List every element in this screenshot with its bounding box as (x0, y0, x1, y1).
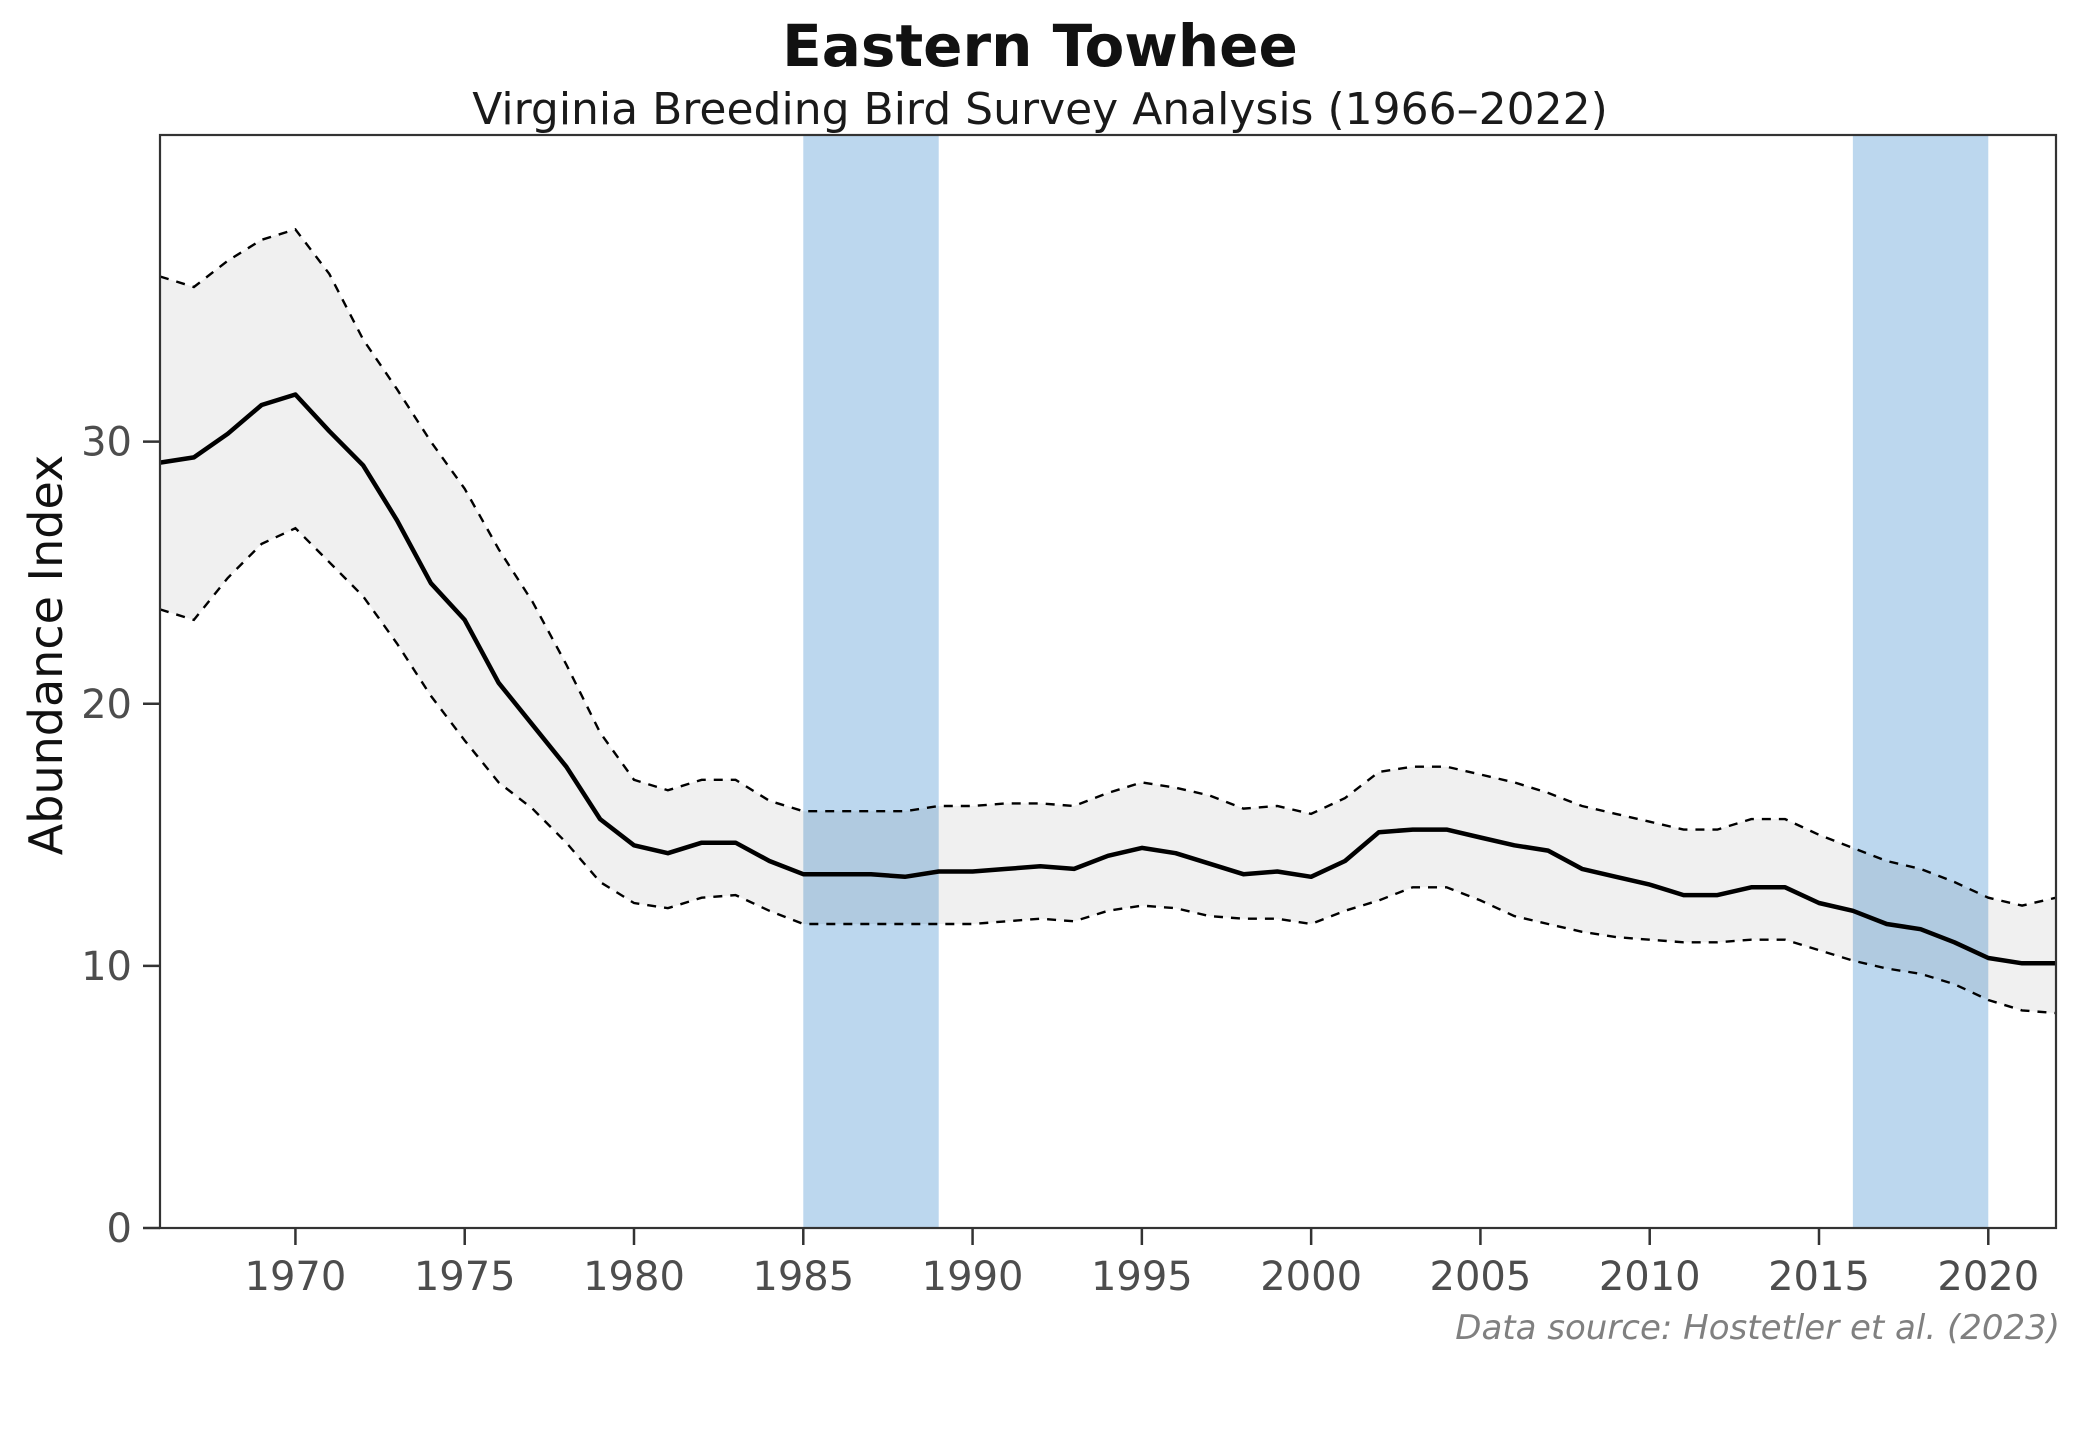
y-axis-title: Abundance Index (19, 454, 73, 856)
x-tick-label: 2000 (1260, 1254, 1362, 1300)
x-tick-label: 2010 (1599, 1254, 1701, 1300)
x-tick-label: 1980 (583, 1254, 685, 1300)
panel-border (158, 133, 2058, 1230)
abundance-index-line (159, 392, 2056, 966)
x-tick-label: 1970 (245, 1254, 347, 1300)
x-tick-label: 1985 (752, 1254, 854, 1300)
x-tick-label: 2020 (1937, 1254, 2039, 1300)
x-tick-label: 1995 (1091, 1254, 1193, 1300)
x-tick-label: 1975 (414, 1254, 516, 1300)
ci-lower-line (159, 526, 2057, 1015)
highlight-band (1852, 135, 1989, 1228)
y-tick-label: 10 (81, 944, 132, 990)
y-tick-label: 30 (81, 420, 132, 466)
x-tick-label: 1990 (922, 1254, 1024, 1300)
y-tick-label: 0 (107, 1206, 132, 1252)
confidence-ribbon (160, 229, 2056, 1014)
chart-title: Eastern Towhee (782, 12, 1298, 80)
data-source-caption: Data source: Hostetler et al. (2023) (1455, 1308, 2060, 1348)
highlight-band (803, 135, 939, 1228)
x-tick-label: 2015 (1768, 1254, 1870, 1300)
x-tick-label: 2005 (1430, 1254, 1532, 1300)
chart-subtitle: Virginia Breeding Bird Survey Analysis (… (472, 84, 1608, 135)
y-tick-label: 20 (81, 682, 132, 728)
